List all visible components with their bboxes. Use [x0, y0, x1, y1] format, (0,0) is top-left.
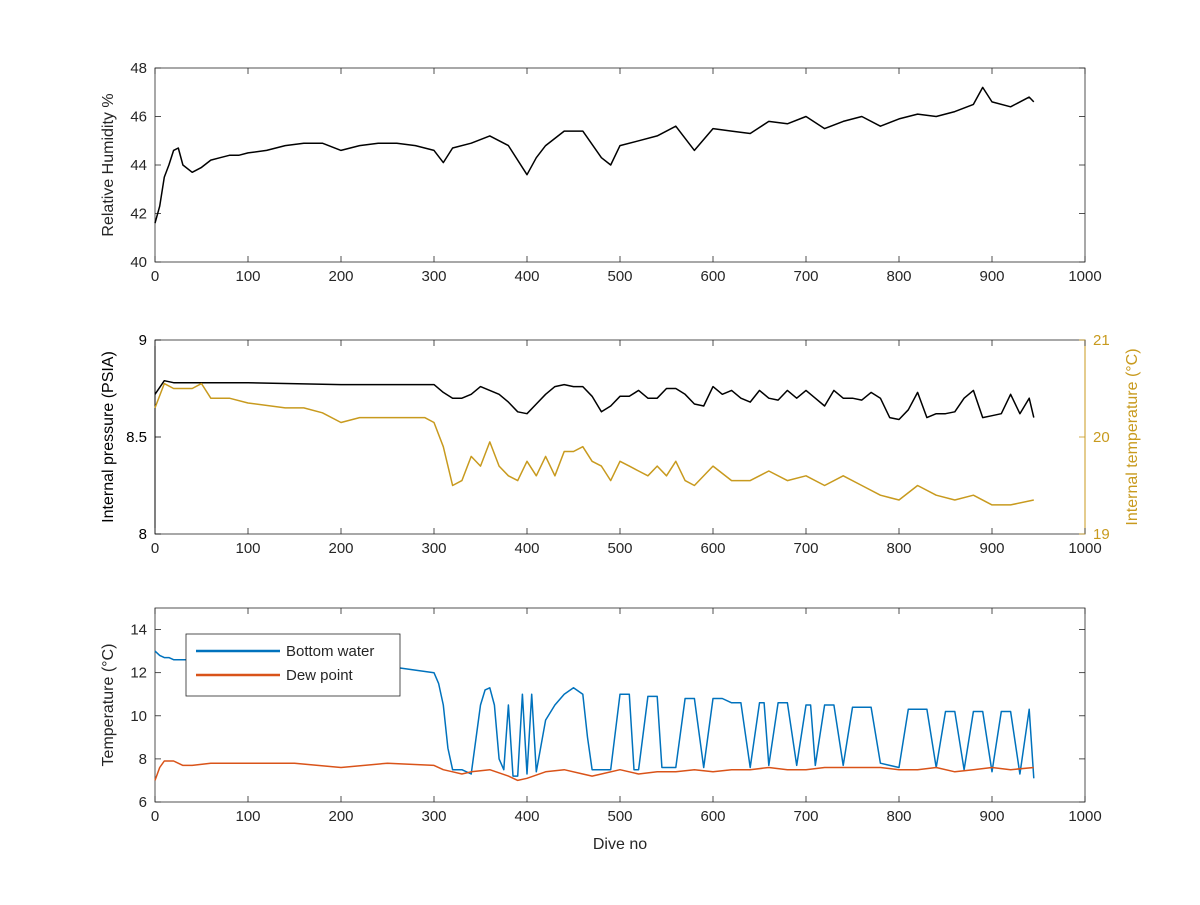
plot-area-frame [154, 339, 1086, 535]
y-right-tick-label: 20 [1093, 429, 1110, 446]
x-tick-label: 100 [235, 268, 260, 285]
y-tick-label: 10 [130, 708, 147, 725]
x-tick-label: 700 [793, 268, 818, 285]
y-tick-label: 8 [139, 751, 147, 768]
x-tick-label: 800 [886, 808, 911, 825]
x-tick-label: 200 [328, 808, 353, 825]
x-tick-label: 0 [151, 268, 159, 285]
x-tick-label: 600 [700, 540, 725, 557]
x-tick-label: 900 [979, 808, 1004, 825]
chart-panel-3: 0 100 200 300 400 500 600 700 800 900 1000 6 8 10 12 14… [100, 607, 1102, 853]
x-tick-label: 200 [328, 268, 353, 285]
x-tick-label: 0 [151, 540, 159, 557]
chart-panel-1: 0 100 200 300 400 500 600 700 800 900 1000 40 42 44 46… [100, 60, 1102, 285]
series-line-left-1 [154, 379, 1035, 421]
legend-box [185, 633, 401, 697]
y-tick-label: 12 [130, 665, 147, 682]
x-tick-label: 100 [235, 808, 260, 825]
x-tick-label: 900 [979, 540, 1004, 557]
x-tick-label: 600 [700, 268, 725, 285]
y-tick-label: 8.5 [126, 429, 147, 446]
y-tick-label: 40 [130, 254, 147, 271]
chart-panel-2: 0 100 200 300 400 500 600 700 800 900 1000 8 8.5 9 19 2… [100, 332, 1141, 557]
x-axis-label: Dive no [593, 836, 647, 853]
y-tick-label: 46 [130, 109, 147, 126]
y-tick-label: 9 [139, 332, 147, 349]
x-tick-label: 800 [886, 540, 911, 557]
x-tick-label: 1000 [1068, 268, 1101, 285]
y-tick-label: 44 [130, 157, 147, 174]
y-tick-label: 8 [139, 526, 147, 543]
x-tick-label: 700 [793, 808, 818, 825]
plot-area-frame [154, 67, 1086, 263]
x-tick-label: 300 [421, 268, 446, 285]
x-tick-label: 1000 [1068, 808, 1101, 825]
x-tick-label: 500 [607, 268, 632, 285]
x-tick-label: 0 [151, 808, 159, 825]
x-tick-label: 500 [607, 808, 632, 825]
series-line-bottom-water [154, 650, 1035, 779]
x-tick-label: 500 [607, 540, 632, 557]
legend-label: Bottom water [286, 643, 374, 660]
x-tick-label: 900 [979, 268, 1004, 285]
series-line-right-2 [154, 382, 1034, 506]
y-tick-label: 14 [130, 622, 147, 639]
y-axis-label: Temperature (°C) [100, 644, 117, 767]
x-tick-label: 300 [421, 808, 446, 825]
x-tick-label: 200 [328, 540, 353, 557]
x-tick-label: 300 [421, 540, 446, 557]
y-axis-right-label: Internal temperature (°C) [1124, 348, 1141, 525]
x-tick-label: 1000 [1068, 540, 1101, 557]
x-tick-label: 600 [700, 808, 725, 825]
series-line-left-1 [154, 86, 1035, 224]
x-tick-label: 400 [514, 268, 539, 285]
y-right-tick-label: 21 [1093, 332, 1110, 349]
y-axis-label: Relative Humidity % [100, 93, 117, 236]
x-tick-label: 400 [514, 808, 539, 825]
y-right-tick-label: 19 [1093, 526, 1110, 543]
x-tick-label: 800 [886, 268, 911, 285]
y-tick-label: 48 [130, 60, 147, 77]
y-tick-label: 6 [139, 794, 147, 811]
y-axis-label: Internal pressure (PSIA) [100, 351, 117, 523]
y-tick-label: 42 [130, 206, 147, 223]
series-line-dew-point [154, 760, 1034, 782]
x-tick-label: 100 [235, 540, 260, 557]
legend-label: Dew point [286, 667, 354, 684]
legend: Bottom water Dew point [185, 633, 401, 697]
x-tick-label: 400 [514, 540, 539, 557]
x-tick-label: 700 [793, 540, 818, 557]
